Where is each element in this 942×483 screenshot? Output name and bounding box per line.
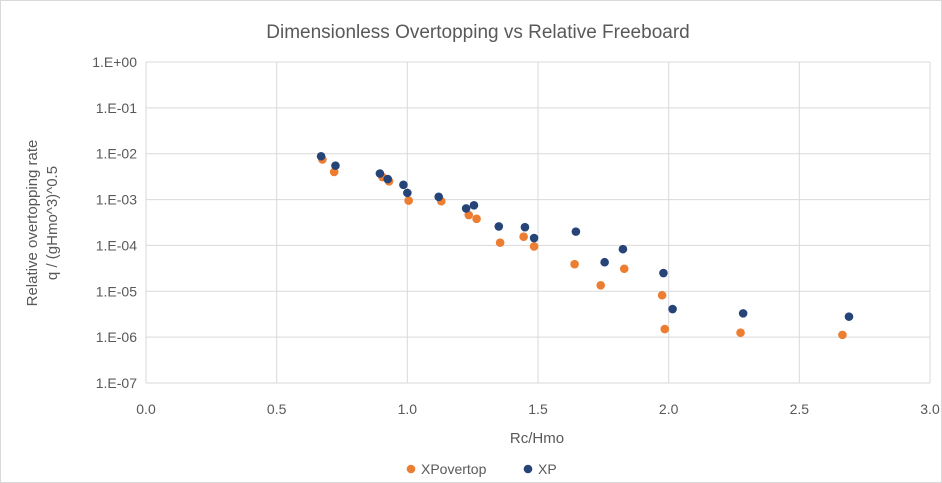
data-point-xpovertop: [529, 242, 539, 251]
y-tick-label: 1.E+00: [92, 54, 137, 70]
series-xp: [316, 151, 854, 321]
data-point-xpovertop: [838, 330, 847, 340]
data-point-xpovertop: [660, 324, 670, 334]
data-point-xpovertop: [404, 196, 413, 205]
y-axis-label-line-2: q / (gHmo^3)^0.5: [44, 166, 61, 280]
legend: XPovertop XP: [406, 461, 557, 477]
data-point-xp: [434, 192, 443, 202]
y-axis-label: Relative overtopping rate q / (gHmo^3)^0…: [24, 140, 61, 307]
data-point-xpovertop: [657, 290, 667, 300]
data-point-xpovertop: [736, 328, 745, 337]
data-point-xp: [316, 151, 326, 161]
x-axis-label: Rc/Hmo: [510, 430, 564, 447]
data-point-xp: [600, 257, 609, 267]
x-axis-ticks: 0.0 0.5 1.0 1.5 2.0 2.5 3.0: [136, 401, 940, 417]
data-point-xp: [494, 222, 504, 231]
legend-label-xpovertop: XPovertop: [421, 461, 487, 477]
data-point-xp: [331, 161, 340, 170]
data-point-xp: [668, 304, 677, 314]
data-points: [316, 151, 854, 340]
data-point-xpovertop: [619, 264, 629, 274]
gridlines: [145, 61, 931, 384]
data-point-xp: [844, 312, 854, 321]
y-axis-ticks: 1.E+00 1.E-01 1.E-02 1.E-03 1.E-04 1.E-05 1.E-…: [92, 54, 137, 391]
data-point-xpovertop: [519, 232, 528, 242]
data-point-xpovertop: [472, 214, 481, 224]
y-tick-label: 1.E-03: [96, 192, 137, 208]
data-point-xp: [375, 169, 385, 178]
chart-title: Dimensionless Overtopping vs Relative Fr…: [266, 22, 689, 43]
data-point-xp: [403, 188, 412, 198]
x-tick-label: 3.0: [920, 401, 940, 417]
data-point-xp: [738, 309, 748, 318]
y-tick-label: 1.E-01: [96, 100, 137, 116]
data-point-xp: [461, 204, 471, 213]
y-tick-label: 1.E-02: [96, 146, 137, 162]
data-point-xpovertop: [464, 210, 474, 220]
legend-label-xp: XP: [538, 461, 557, 477]
x-tick-label: 0.0: [136, 401, 156, 417]
y-tick-label: 1.E-05: [96, 283, 137, 299]
x-tick-label: 2.5: [790, 401, 810, 417]
series-xpovertop: [318, 155, 847, 340]
y-tick-label: 1.E-07: [96, 375, 137, 391]
legend-marker-xpovertop: [406, 464, 416, 474]
data-point-xpovertop: [495, 238, 505, 247]
legend-marker-xp: [523, 464, 533, 474]
x-tick-label: 2.0: [659, 401, 679, 417]
data-point-xp: [659, 268, 668, 278]
data-point-xp: [399, 180, 408, 190]
data-point-xpovertop: [570, 259, 579, 269]
data-point-xp: [618, 244, 628, 254]
data-point-xp: [571, 227, 581, 236]
data-point-xp: [529, 233, 539, 243]
y-tick-label: 1.E-06: [96, 329, 137, 345]
data-point-xp: [469, 201, 479, 210]
data-point-xp: [383, 174, 393, 184]
x-tick-label: 0.5: [267, 401, 287, 417]
y-axis-label-line-1: Relative overtopping rate: [24, 140, 41, 307]
x-tick-label: 1.0: [398, 401, 418, 417]
data-point-xp: [520, 222, 530, 232]
x-tick-label: 1.5: [528, 401, 548, 417]
y-tick-label: 1.E-04: [96, 237, 137, 253]
data-point-xpovertop: [596, 281, 606, 290]
